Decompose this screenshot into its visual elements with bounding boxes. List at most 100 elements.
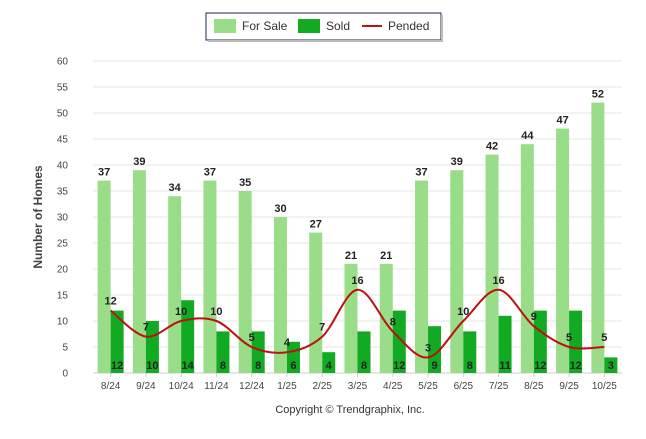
y-tick-label: 5 [62,343,68,354]
data-label-sold: 8 [255,360,261,372]
data-label-for-sale: 44 [521,130,534,142]
y-tick-label: 10 [57,317,69,328]
bar-sold [251,331,265,373]
x-tick-label: 11/24 [204,381,229,392]
bar-for-sale [203,180,217,373]
legend-swatch-for-sale [214,19,236,33]
bar-for-sale [556,128,570,373]
y-axis-label: Number of Homes [31,165,45,269]
legend: For Sale Sold Pended [205,12,443,42]
data-label-pended: 10 [210,306,222,318]
y-tick-label: 55 [57,83,69,94]
x-tick-label: 8/24 [101,381,121,392]
bar-for-sale [379,263,393,373]
data-label-pended: 16 [492,275,504,287]
legend-label-for-sale: For Sale [242,19,288,33]
data-label-sold: 12 [393,360,405,372]
bar-for-sale [238,191,252,373]
bar-for-sale [309,232,323,373]
pended-line-layer [110,288,605,359]
data-label-sold: 8 [220,360,226,372]
y-tick-label: 40 [57,161,69,172]
data-label-sold: 6 [290,360,296,372]
bar-for-sale [273,217,287,373]
data-label-for-sale: 21 [345,250,357,262]
x-tick-label: 8/25 [524,381,544,392]
legend-shadow-right [441,15,443,42]
x-tick-label: 2/25 [312,381,332,392]
data-label-sold: 11 [499,360,511,372]
bar-for-sale [591,102,605,373]
x-tick-label: 9/24 [136,381,156,392]
data-label-for-sale: 30 [274,203,286,215]
bar-for-sale [132,170,146,373]
bars [97,102,618,373]
data-label-for-sale: 37 [204,167,216,179]
bar-for-sale [520,144,534,373]
data-label-pended: 16 [351,275,363,287]
data-label-sold: 8 [467,360,473,372]
data-label-for-sale: 35 [239,177,251,189]
copyright-text: Copyright © Trendgraphix, Inc. [275,404,424,416]
y-tick-label: 35 [57,187,69,198]
x-tick-label: 6/25 [454,381,474,392]
bar-sold [110,310,124,373]
data-label-pended: 12 [105,296,117,308]
data-label-pended: 3 [425,342,431,354]
data-label-pended: 4 [284,337,291,349]
data-label-sold: 4 [326,360,333,372]
bar-for-sale [485,154,499,373]
y-tick-label: 30 [57,213,69,224]
data-label-for-sale: 21 [380,250,392,262]
data-label-for-sale: 27 [310,219,322,231]
y-tick-label: 60 [57,57,69,68]
x-tick-label: 1/25 [277,381,297,392]
bar-sold [463,331,477,373]
bar-for-sale [450,170,464,373]
data-label-sold: 3 [608,360,614,372]
x-axis-ticks: 8/24 9/24 10/24 11/24 12/24 1/25 2/25 3/25 4/25 5… [101,373,617,392]
y-tick-label: 0 [62,369,68,380]
bar-sold [357,331,371,373]
data-label-sold: 12 [534,360,546,372]
y-axis-ticks: 0 5 10 15 20 25 30 35 40 45 50 55 60 [57,57,69,380]
y-tick-label: 25 [57,239,69,250]
x-tick-label: 5/25 [418,381,438,392]
data-label-pended: 5 [601,332,607,344]
y-tick-label: 15 [57,291,69,302]
x-tick-label: 3/25 [348,381,368,392]
y-tick-label: 20 [57,265,69,276]
data-label-sold: 14 [182,360,195,372]
bar-sold [392,310,406,373]
bar-sold [569,310,583,373]
x-tick-label: 10/25 [592,381,617,392]
legend-shadow-bottom [208,40,443,42]
data-label-pended: 10 [457,306,469,318]
x-tick-label: 12/24 [239,381,264,392]
data-label-pended: 5 [249,332,255,344]
data-label-sold: 8 [361,360,367,372]
bar-sold [216,331,230,373]
data-label-sold: 12 [111,360,123,372]
legend-frame [205,12,442,41]
data-label-for-sale: 37 [415,167,427,179]
legend-label-sold: Sold [326,19,350,33]
data-label-pended: 7 [319,322,325,334]
bar-for-sale [97,180,111,373]
data-labels: 3712391034143783583062742182112379398421… [98,89,614,372]
x-tick-label: 10/24 [169,381,194,392]
legend-swatch-sold [298,19,320,33]
data-label-pended: 5 [566,332,572,344]
bar-for-sale [415,180,429,373]
bar-sold [604,357,618,373]
data-label-pended: 10 [175,306,187,318]
y-tick-label: 45 [57,135,69,146]
data-label-sold: 12 [569,360,581,372]
data-label-for-sale: 42 [486,141,498,153]
x-tick-label: 4/25 [383,381,403,392]
data-label-for-sale: 37 [98,167,110,179]
data-label-sold: 10 [146,360,158,372]
legend-label-pended: Pended [388,19,429,33]
